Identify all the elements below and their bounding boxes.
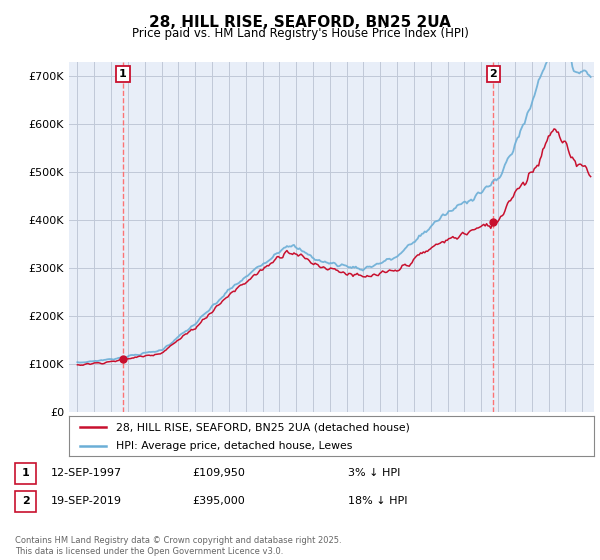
- Text: £395,000: £395,000: [192, 496, 245, 506]
- Text: 3% ↓ HPI: 3% ↓ HPI: [348, 468, 400, 478]
- Text: Price paid vs. HM Land Registry's House Price Index (HPI): Price paid vs. HM Land Registry's House …: [131, 27, 469, 40]
- Text: 28, HILL RISE, SEAFORD, BN25 2UA (detached house): 28, HILL RISE, SEAFORD, BN25 2UA (detach…: [116, 422, 410, 432]
- Text: 12-SEP-1997: 12-SEP-1997: [51, 468, 122, 478]
- Text: 28, HILL RISE, SEAFORD, BN25 2UA: 28, HILL RISE, SEAFORD, BN25 2UA: [149, 15, 451, 30]
- Text: 1: 1: [22, 468, 29, 478]
- Text: 1: 1: [119, 69, 127, 79]
- Text: 2: 2: [490, 69, 497, 79]
- Text: Contains HM Land Registry data © Crown copyright and database right 2025.
This d: Contains HM Land Registry data © Crown c…: [15, 536, 341, 556]
- Text: 19-SEP-2019: 19-SEP-2019: [51, 496, 122, 506]
- Text: 18% ↓ HPI: 18% ↓ HPI: [348, 496, 407, 506]
- Text: 2: 2: [22, 496, 29, 506]
- Text: HPI: Average price, detached house, Lewes: HPI: Average price, detached house, Lewe…: [116, 441, 353, 451]
- Text: £109,950: £109,950: [192, 468, 245, 478]
